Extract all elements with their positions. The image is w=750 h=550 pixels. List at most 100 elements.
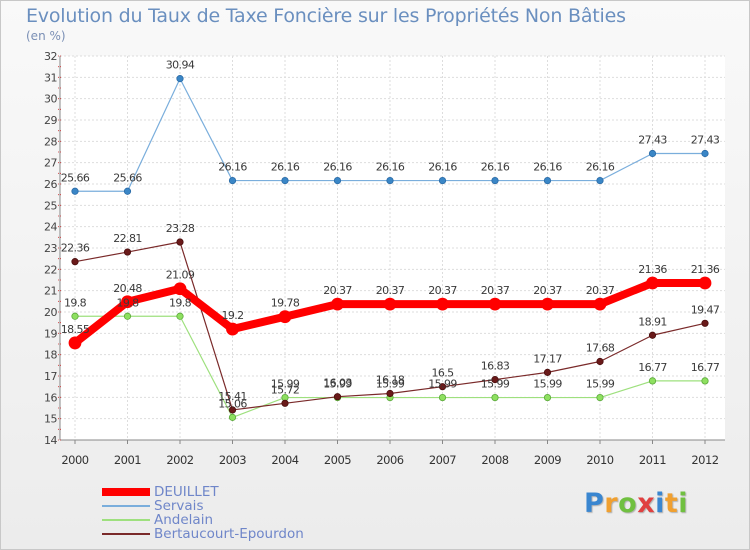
data-point-servais bbox=[491, 176, 499, 185]
data-label-deuillet: 20.37 bbox=[586, 284, 615, 297]
data-point-servais bbox=[701, 149, 709, 158]
data-label-servais: 26.16 bbox=[533, 161, 562, 174]
data-label-andelain: 15.99 bbox=[533, 378, 562, 391]
data-label-bertaucourt: 15.41 bbox=[218, 390, 247, 403]
chart-subtitle: (en %) bbox=[26, 29, 66, 43]
data-point-servais bbox=[123, 187, 132, 195]
data-point-andelain bbox=[491, 393, 499, 402]
data-point-servais bbox=[333, 176, 342, 185]
data-point-bertaucourt bbox=[543, 368, 552, 376]
data-label-deuillet: 20.37 bbox=[428, 284, 457, 297]
logo-letter: i bbox=[655, 488, 665, 519]
x-tick-label: 2005 bbox=[324, 453, 351, 467]
legend-label-deuillet: DEUILLET bbox=[154, 484, 219, 500]
data-point-deuillet bbox=[593, 297, 607, 311]
data-label-andelain: 19.8 bbox=[64, 296, 87, 309]
data-point-andelain bbox=[176, 312, 184, 320]
x-tick-label: 2001 bbox=[114, 453, 141, 467]
x-tick-label: 2012 bbox=[691, 453, 718, 467]
data-point-deuillet bbox=[121, 295, 134, 309]
x-tick-label: 2008 bbox=[481, 453, 508, 467]
y-tick-label: 21 bbox=[44, 285, 57, 298]
data-point-servais bbox=[543, 176, 552, 185]
data-label-andelain: 15.99 bbox=[323, 378, 352, 391]
data-label-deuillet: 21.09 bbox=[166, 269, 195, 282]
data-label-deuillet: 20.37 bbox=[323, 284, 352, 297]
x-tick-label: 2007 bbox=[429, 453, 456, 467]
y-tick-label: 22 bbox=[44, 263, 57, 276]
data-point-bertaucourt bbox=[438, 383, 447, 391]
data-point-deuillet bbox=[488, 297, 502, 311]
data-label-servais: 25.66 bbox=[61, 171, 90, 184]
data-label-bertaucourt: 17.17 bbox=[533, 352, 562, 365]
data-label-andelain: 15.99 bbox=[428, 378, 457, 391]
y-tick-label: 25 bbox=[44, 199, 57, 212]
data-label-andelain: 19.8 bbox=[169, 296, 192, 309]
data-point-andelain bbox=[648, 377, 657, 385]
data-label-bertaucourt: 19.47 bbox=[691, 303, 720, 316]
data-point-deuillet bbox=[541, 297, 554, 311]
data-point-andelain bbox=[438, 393, 447, 402]
data-label-servais: 30.94 bbox=[166, 59, 195, 72]
data-point-servais bbox=[71, 187, 79, 195]
data-point-deuillet bbox=[173, 282, 187, 296]
data-label-deuillet: 19.78 bbox=[271, 297, 300, 310]
legend-swatch-andelain bbox=[102, 519, 150, 521]
x-tick-label: 2004 bbox=[271, 453, 298, 467]
x-tick-label: 2010 bbox=[586, 453, 613, 467]
data-label-deuillet: 21.36 bbox=[638, 263, 667, 276]
logo-letter: t bbox=[664, 488, 679, 519]
data-point-andelain bbox=[71, 312, 79, 320]
data-label-andelain: 15.06 bbox=[218, 397, 247, 410]
data-label-servais: 26.16 bbox=[271, 161, 300, 174]
y-tick-label: 23 bbox=[44, 242, 57, 255]
y-tick-label: 18 bbox=[44, 349, 57, 362]
data-label-servais: 26.16 bbox=[586, 161, 615, 174]
data-label-deuillet: 20.37 bbox=[376, 284, 405, 297]
y-tick-label: 24 bbox=[44, 221, 57, 234]
data-label-servais: 26.16 bbox=[376, 161, 405, 174]
data-point-bertaucourt bbox=[701, 319, 709, 327]
x-tick-label: 2011 bbox=[639, 453, 666, 467]
data-label-andelain: 16.77 bbox=[691, 361, 720, 374]
data-point-servais bbox=[281, 176, 289, 185]
data-point-deuillet bbox=[383, 297, 397, 311]
data-point-deuillet bbox=[68, 336, 82, 350]
data-point-andelain bbox=[596, 393, 604, 402]
data-point-bertaucourt bbox=[176, 238, 184, 246]
data-label-andelain: 15.99 bbox=[586, 378, 615, 391]
legend-label-servais: Servais bbox=[154, 498, 204, 514]
y-tick-label: 16 bbox=[44, 391, 57, 404]
legend-label-andelain: Andelain bbox=[154, 512, 213, 528]
data-label-servais: 26.16 bbox=[218, 161, 247, 174]
data-label-bertaucourt: 15.72 bbox=[271, 383, 300, 396]
data-point-bertaucourt bbox=[281, 399, 289, 407]
data-label-servais: 27.43 bbox=[691, 133, 720, 146]
y-tick-label: 27 bbox=[44, 157, 57, 170]
logo-letter: P bbox=[584, 488, 605, 519]
y-tick-label: 14 bbox=[44, 434, 57, 447]
logo-letter: i bbox=[678, 488, 689, 519]
data-label-bertaucourt: 16.03 bbox=[323, 377, 352, 390]
data-label-bertaucourt: 16.18 bbox=[376, 373, 405, 386]
data-point-servais bbox=[648, 149, 657, 158]
logo-letter: o bbox=[618, 488, 638, 519]
data-point-bertaucourt bbox=[123, 248, 132, 256]
y-tick-label: 26 bbox=[44, 178, 57, 191]
data-point-bertaucourt bbox=[333, 393, 342, 401]
data-point-bertaucourt bbox=[386, 389, 394, 398]
data-label-servais: 25.66 bbox=[113, 171, 142, 184]
data-label-bertaucourt: 17.68 bbox=[586, 341, 615, 354]
data-label-bertaucourt: 18.91 bbox=[638, 315, 667, 328]
y-tick-label: 15 bbox=[44, 413, 57, 426]
x-tick-label: 2000 bbox=[61, 453, 88, 467]
y-tick-label: 17 bbox=[44, 370, 57, 383]
data-label-servais: 26.16 bbox=[428, 161, 457, 174]
data-label-andelain: 15.99 bbox=[271, 378, 300, 391]
data-label-andelain: 15.99 bbox=[376, 378, 405, 391]
data-point-bertaucourt bbox=[648, 331, 657, 339]
x-tick-label: 2009 bbox=[534, 453, 561, 467]
data-label-deuillet: 20.48 bbox=[113, 282, 142, 295]
data-label-deuillet: 19.2 bbox=[221, 309, 243, 322]
y-tick-label: 30 bbox=[44, 93, 57, 106]
